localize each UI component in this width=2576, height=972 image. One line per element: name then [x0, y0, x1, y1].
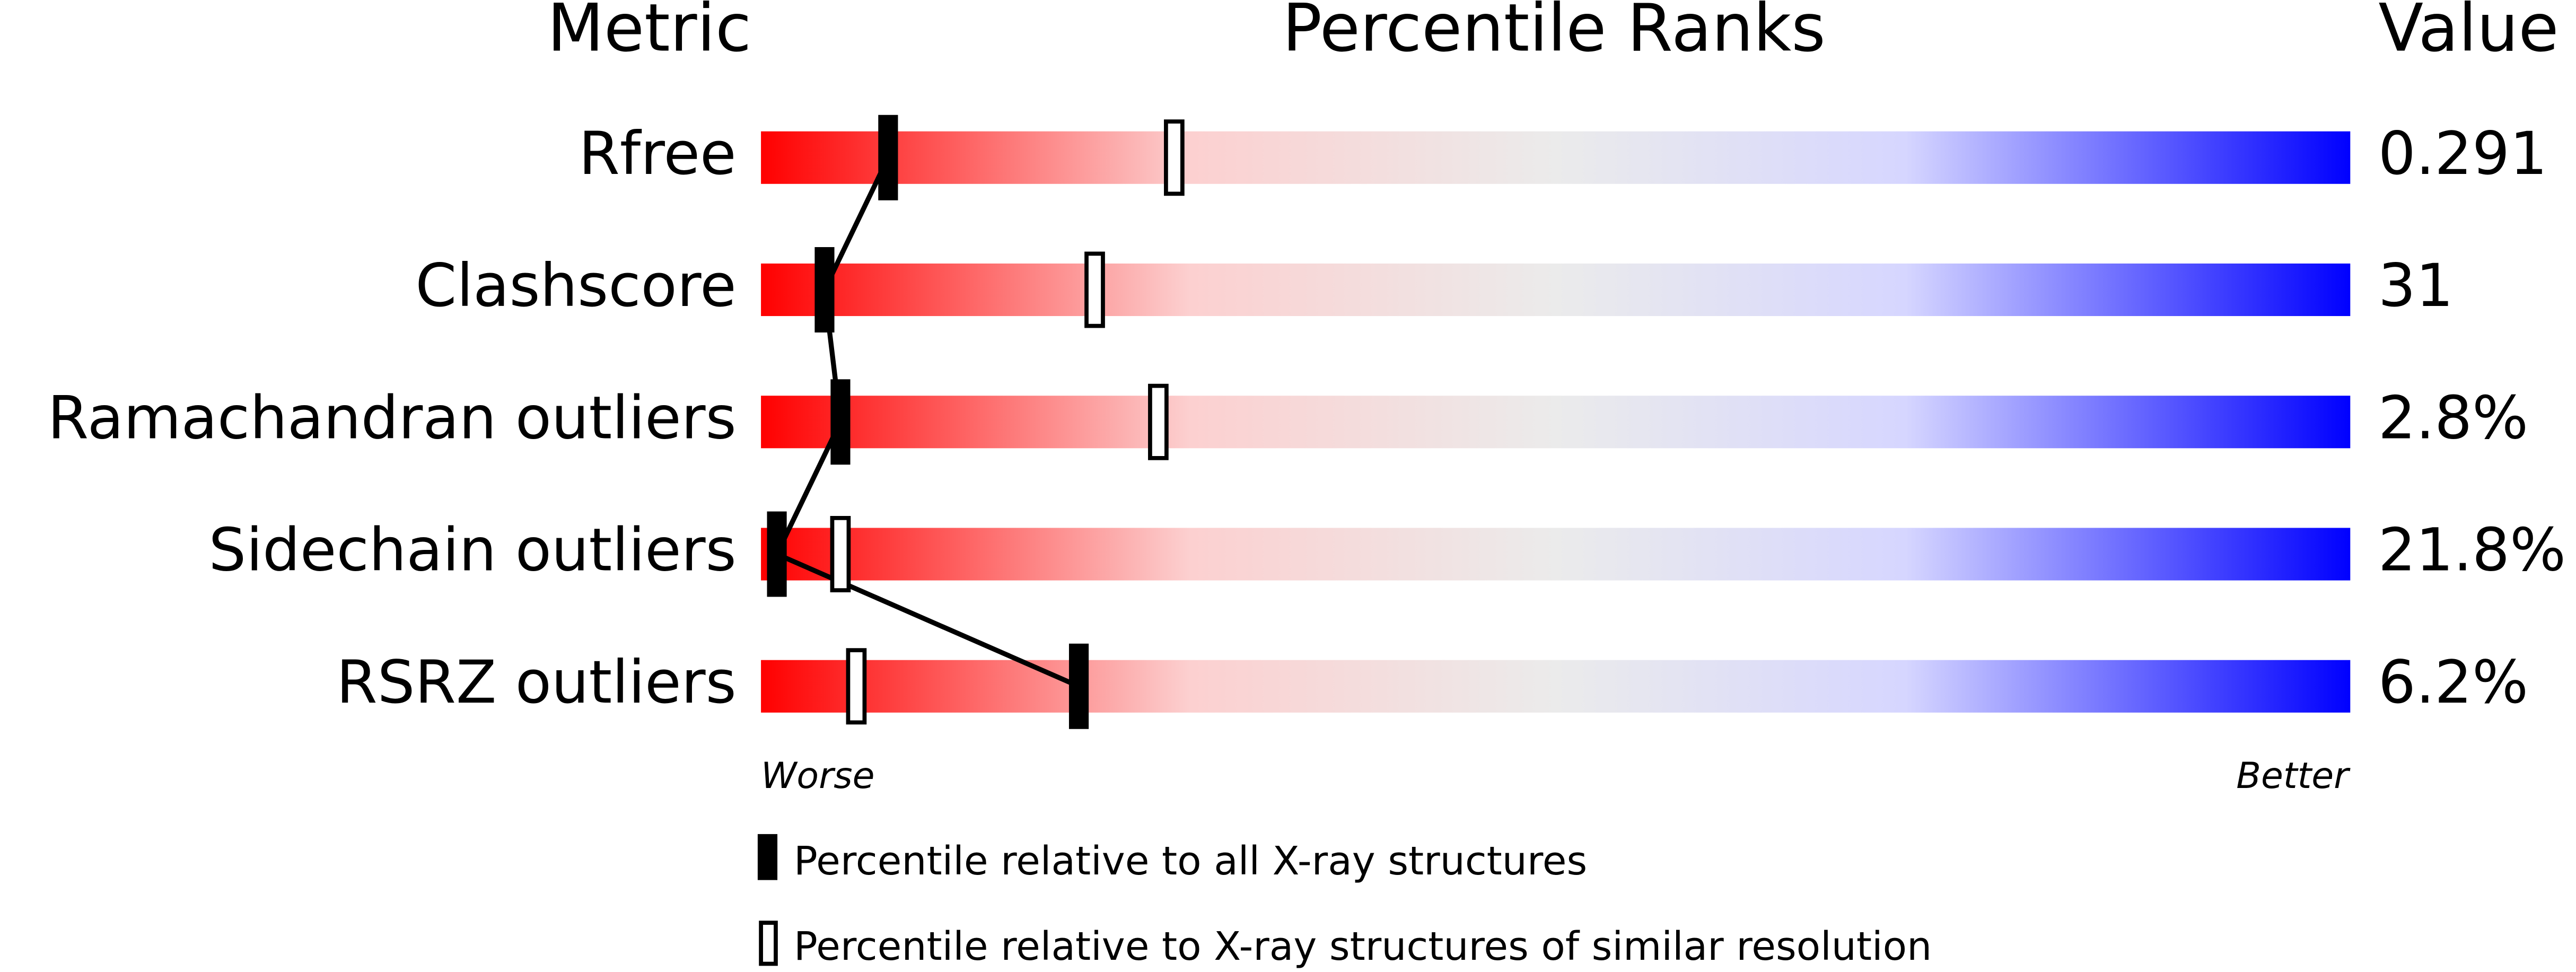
- slider-bar: [761, 528, 2351, 581]
- slider-bar: [761, 131, 2351, 184]
- metric-label: Rfree: [579, 120, 736, 188]
- slider-bar: [761, 263, 2351, 317]
- legend-label: Percentile relative to X-ray structures …: [794, 923, 1932, 969]
- metric-label: Clashscore: [415, 252, 736, 320]
- metric-value: 0.291: [2378, 120, 2547, 188]
- metric-label: Ramachandran outliers: [48, 384, 737, 452]
- metric-value: 31: [2378, 252, 2454, 320]
- all-structures-marker: [878, 115, 898, 200]
- all-structures-marker: [767, 511, 787, 597]
- slider-bar: [761, 396, 2351, 449]
- column-header: Percentile Ranks: [1282, 0, 1825, 67]
- column-header: Value: [2378, 0, 2559, 67]
- metric-value: 21.8%: [2378, 516, 2566, 585]
- slider-bar: [761, 660, 2351, 713]
- column-header: Metric: [547, 0, 751, 67]
- all-structures-marker: [830, 379, 851, 465]
- better-label: Better: [2236, 755, 2351, 797]
- legend-label: Percentile relative to all X-ray structu…: [794, 838, 1587, 884]
- metric-label: RSRZ outliers: [336, 649, 736, 717]
- all-structures-marker: [1068, 643, 1089, 729]
- metric-value: 2.8%: [2378, 384, 2528, 452]
- worse-label: Worse: [761, 755, 874, 797]
- similar-resolution-marker: [1084, 251, 1105, 328]
- similar-resolution-marker: [846, 648, 867, 725]
- all-structures-marker: [814, 247, 835, 332]
- legend-swatch: [757, 834, 778, 880]
- similar-resolution-marker: [830, 516, 851, 592]
- metric-value: 6.2%: [2378, 649, 2528, 717]
- similar-resolution-marker: [1148, 383, 1169, 460]
- similar-resolution-marker: [1164, 119, 1185, 196]
- metric-label: Sidechain outliers: [208, 516, 736, 585]
- legend-swatch: [759, 921, 778, 966]
